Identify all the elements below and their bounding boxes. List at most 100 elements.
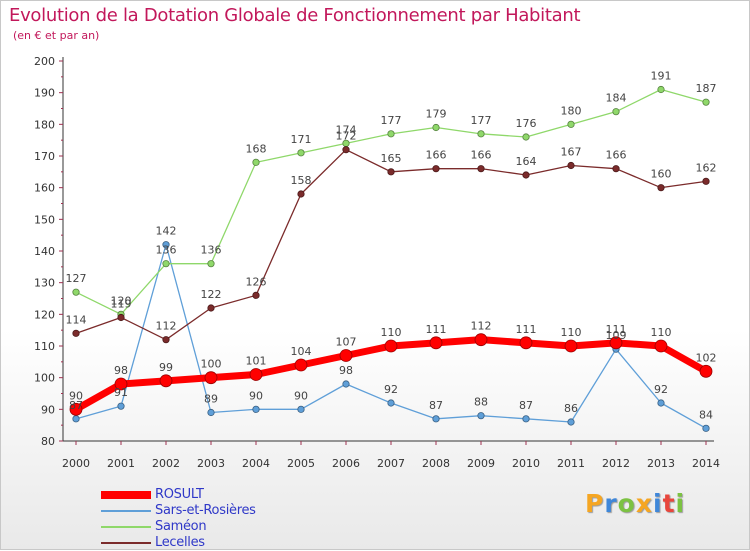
data-label: 120 <box>111 294 132 307</box>
data-point <box>252 158 260 166</box>
y-tick-label: 180 <box>34 118 55 131</box>
data-point <box>657 85 665 94</box>
data-point <box>429 336 443 350</box>
data-label: 126 <box>246 275 267 288</box>
data-point <box>702 98 710 106</box>
legend-swatch <box>101 526 151 528</box>
y-tick-label: 80 <box>41 435 55 448</box>
data-label: 174 <box>336 123 357 136</box>
chart-subtitle: (en € et par an) <box>13 29 100 42</box>
data-labels: 87 91 142 89 90 90 98 92 87 88 87 86 109 92 84 127 120 13… <box>66 70 717 422</box>
y-tick-label: 200 <box>34 55 55 68</box>
data-label: 180 <box>561 104 582 117</box>
data-label: 90 <box>69 389 83 402</box>
logo-letter: i <box>675 489 686 518</box>
proxiti-logo: Proxiti <box>585 489 685 518</box>
x-tick-label: 2001 <box>107 457 135 470</box>
data-point <box>522 171 530 179</box>
data-point <box>477 130 485 138</box>
data-point <box>432 123 440 132</box>
data-point <box>432 165 440 173</box>
logo-letter: o <box>617 489 636 518</box>
data-point <box>519 336 533 350</box>
data-point <box>207 260 215 268</box>
data-point <box>654 339 668 353</box>
data-label: 110 <box>651 326 672 339</box>
data-label: 162 <box>696 161 717 174</box>
data-point <box>342 380 350 388</box>
data-label: 104 <box>291 345 312 358</box>
data-point <box>657 399 665 407</box>
data-label: 86 <box>564 402 578 415</box>
data-label: 136 <box>156 244 177 257</box>
data-label: 119 <box>111 298 132 311</box>
data-label: 191 <box>651 70 672 83</box>
data-label: 184 <box>606 92 627 105</box>
data-label: 179 <box>426 108 447 121</box>
data-point <box>207 304 215 312</box>
data-point <box>159 374 173 388</box>
data-label: 136 <box>201 244 222 257</box>
data-point <box>252 291 260 299</box>
y-tick-label: 120 <box>34 308 55 321</box>
data-label: 87 <box>429 399 443 412</box>
legend-swatch <box>101 491 151 499</box>
data-label: 92 <box>654 383 668 396</box>
x-tick-label: 2002 <box>152 457 180 470</box>
legend-swatch <box>101 510 151 512</box>
data-point <box>702 177 710 185</box>
data-point <box>522 415 530 423</box>
data-point <box>297 190 305 198</box>
data-label: 84 <box>699 408 713 421</box>
data-label: 109 <box>606 329 627 342</box>
data-point <box>522 133 530 141</box>
y-tick-label: 110 <box>34 340 55 353</box>
y-tick-label: 100 <box>34 372 55 385</box>
chart-title: Evolution de la Dotation Globale de Fonc… <box>9 5 581 26</box>
data-point <box>117 313 125 322</box>
data-label: 167 <box>561 146 582 159</box>
data-label: 91 <box>114 386 128 399</box>
data-label: 171 <box>291 133 312 146</box>
data-label: 187 <box>696 82 717 95</box>
data-label: 165 <box>381 152 402 165</box>
data-label: 166 <box>606 149 627 162</box>
data-label: 112 <box>156 320 177 333</box>
data-label: 177 <box>381 114 402 127</box>
logo-letter: r <box>604 489 618 518</box>
legend-label: Lecelles <box>155 535 205 550</box>
data-label: 90 <box>249 389 263 402</box>
data-point <box>387 399 395 407</box>
data-point <box>297 149 305 157</box>
data-point <box>387 130 395 138</box>
data-point <box>72 288 80 296</box>
data-point <box>162 336 170 344</box>
x-tick-label: 2005 <box>287 457 315 470</box>
data-point <box>567 418 575 426</box>
data-label: 142 <box>156 225 177 238</box>
data-point <box>612 108 620 116</box>
legend-label: Sars-et-Rosières <box>155 503 256 518</box>
data-point <box>294 358 308 372</box>
data-label: 110 <box>561 326 582 339</box>
data-label: 111 <box>606 323 627 336</box>
data-point <box>477 412 485 420</box>
x-tick-label: 2007 <box>377 457 405 470</box>
data-label: 89 <box>204 393 218 406</box>
data-point <box>162 260 170 268</box>
data-label: 122 <box>201 288 222 301</box>
data-label: 101 <box>246 355 267 368</box>
data-point <box>249 368 263 381</box>
data-point <box>252 405 260 413</box>
logo-letter: t <box>662 489 676 518</box>
data-label: 127 <box>66 272 87 285</box>
x-tick-label: 2009 <box>467 457 495 470</box>
data-point <box>702 424 710 432</box>
x-tick-label: 2004 <box>242 457 270 470</box>
data-label: 114 <box>66 313 87 326</box>
data-label: 172 <box>336 130 357 143</box>
data-point <box>339 349 353 362</box>
y-tick-label: 170 <box>34 150 55 163</box>
